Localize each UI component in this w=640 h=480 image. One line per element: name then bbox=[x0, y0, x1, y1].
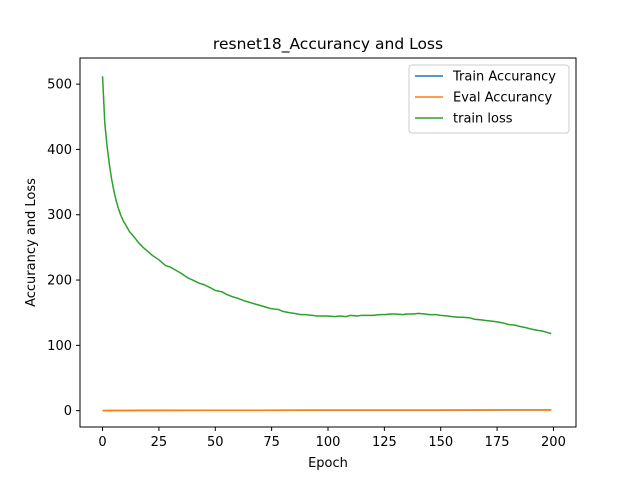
legend: Train Accurancy Eval Accurancy train loss bbox=[408, 64, 570, 134]
y-tick-label: 100 bbox=[47, 339, 72, 354]
series-line-1 bbox=[102, 409, 552, 412]
y-tick-label: 200 bbox=[47, 274, 72, 289]
x-tick-label: 100 bbox=[316, 435, 341, 450]
y-axis-ticks: 0 100 200 300 400 500 bbox=[47, 78, 80, 419]
y-tick-label: 0 bbox=[64, 404, 72, 419]
x-tick-label: 200 bbox=[541, 435, 566, 450]
x-axis-label: Epoch bbox=[308, 456, 348, 471]
chart-title: resnet18_Accurancy and Loss bbox=[213, 35, 443, 54]
legend-label: Train Accurancy bbox=[452, 70, 556, 85]
x-tick-label: 175 bbox=[485, 435, 510, 450]
x-tick-label: 150 bbox=[428, 435, 453, 450]
x-tick-label: 25 bbox=[151, 435, 168, 450]
y-axis-label: Accurancy and Loss bbox=[24, 178, 39, 307]
legend-label: Eval Accurancy bbox=[453, 91, 553, 106]
legend-box bbox=[408, 64, 570, 134]
y-tick-label: 400 bbox=[47, 143, 72, 158]
x-tick-label: 75 bbox=[263, 435, 280, 450]
y-tick-label: 500 bbox=[47, 78, 72, 93]
x-axis-ticks: 0 25 50 75 100 125 150 175 200 bbox=[98, 427, 566, 450]
series-line-2 bbox=[101, 76, 552, 335]
x-tick-label: 0 bbox=[98, 435, 106, 450]
y-tick-label: 300 bbox=[47, 208, 72, 223]
plot-lines bbox=[101, 76, 552, 412]
x-tick-label: 125 bbox=[372, 435, 397, 450]
x-tick-label: 50 bbox=[207, 435, 224, 450]
legend-label: train loss bbox=[453, 112, 513, 127]
